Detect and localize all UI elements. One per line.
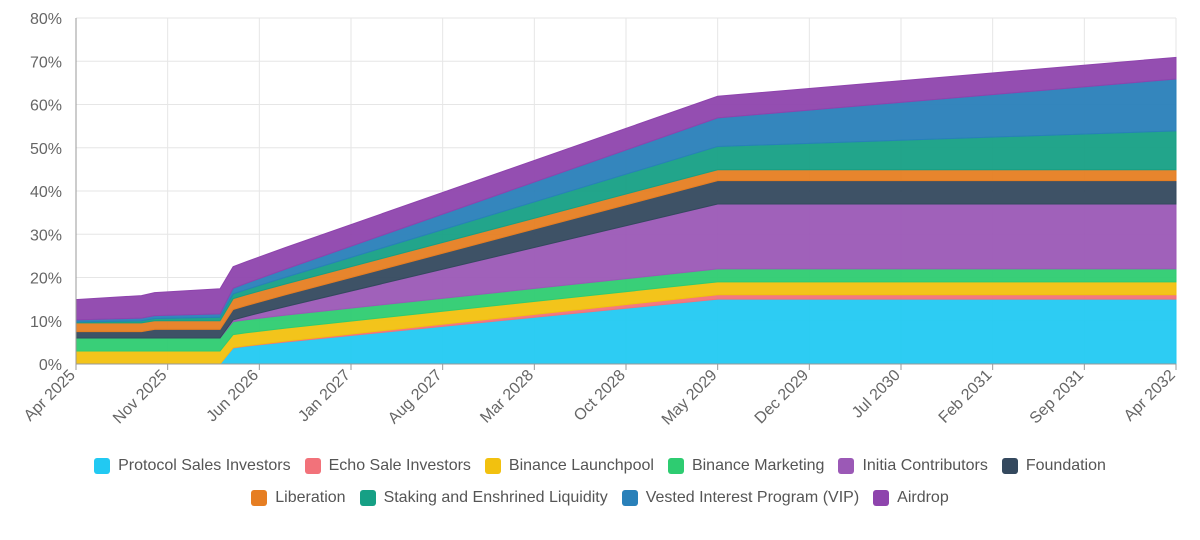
- y-tick-label: 50%: [30, 141, 62, 158]
- legend-item-echo-sale-investors[interactable]: Echo Sale Investors: [304, 457, 471, 475]
- x-tick-label: Feb 2031: [936, 367, 996, 427]
- legend-label: Vested Interest Program (VIP): [645, 489, 860, 506]
- legend-item-protocol-sales-investors[interactable]: Protocol Sales Investors: [94, 457, 291, 475]
- legend-item-liberation[interactable]: Liberation: [251, 489, 346, 507]
- legend-row: Liberation Staking and Enshrined Liquidit…: [0, 489, 1200, 507]
- y-tick-label: 20%: [30, 271, 62, 288]
- legend-swatch: [1001, 458, 1018, 474]
- y-tick-label: 0%: [39, 357, 62, 374]
- y-tick-label: 30%: [30, 227, 62, 244]
- legend-item-vested-interest-program-vip[interactable]: Vested Interest Program (VIP): [621, 489, 860, 507]
- legend-label: Airdrop: [897, 489, 949, 506]
- area-airdrop[interactable]: [75, 56, 1177, 321]
- y-tick-label: 60%: [30, 98, 62, 115]
- legend-swatch: [667, 458, 684, 474]
- legend-label: Protocol Sales Investors: [118, 457, 291, 474]
- legend-row: Protocol Sales Investors Echo Sale Invest…: [0, 457, 1200, 475]
- x-tick-label: Aug 2027: [385, 367, 446, 428]
- x-tick-label: Jan 2027: [295, 367, 354, 426]
- x-tick-label: Jun 2026: [204, 367, 263, 426]
- y-tick-label: 40%: [30, 184, 62, 201]
- legend-swatch: [484, 458, 501, 474]
- x-tick-label: Apr 2025: [21, 367, 79, 425]
- legend-swatch: [838, 458, 855, 474]
- legend-label: Binance Launchpool: [508, 457, 654, 474]
- y-tick-label: 10%: [30, 314, 62, 331]
- legend-label: Staking and Enshrined Liquidity: [383, 489, 608, 506]
- x-tick-label: May 2029: [659, 367, 721, 429]
- legend-label: Echo Sale Investors: [328, 457, 471, 474]
- stacked-area-chart: 0% 10% 20% 30% 40% 50% 60% 70% 80% Apr 2025 Nov 20…: [21, 11, 1179, 429]
- legend-swatch: [873, 490, 890, 506]
- legend-item-staking-and-enshrined-liquidity[interactable]: Staking and Enshrined Liquidity: [359, 489, 608, 507]
- x-tick-label: Nov 2025: [110, 367, 171, 428]
- legend-swatch: [304, 458, 321, 474]
- legend-label: Foundation: [1025, 457, 1106, 474]
- legend-item-foundation[interactable]: Foundation: [1001, 457, 1106, 475]
- legend-swatch: [251, 490, 268, 506]
- legend-item-initia-contributors[interactable]: Initia Contributors: [838, 457, 988, 475]
- x-tick-label: Oct 2028: [571, 367, 629, 425]
- x-tick-label: Dec 2029: [752, 367, 813, 428]
- legend-label: Initia Contributors: [862, 457, 988, 474]
- x-tick-label: Apr 2032: [1121, 367, 1179, 425]
- x-tick-label: Jul 2030: [849, 367, 904, 422]
- x-tick-label: Mar 2028: [477, 367, 537, 427]
- legend-swatch: [94, 458, 111, 474]
- legend-label: Liberation: [275, 489, 346, 506]
- legend-item-binance-marketing[interactable]: Binance Marketing: [667, 457, 825, 475]
- y-tick-label: 70%: [30, 54, 62, 71]
- y-tick-label: 80%: [30, 11, 62, 28]
- legend-item-binance-launchpool[interactable]: Binance Launchpool: [484, 457, 654, 475]
- legend-swatch: [621, 490, 638, 506]
- legend-item-airdrop[interactable]: Airdrop: [873, 489, 949, 507]
- legend-label: Binance Marketing: [691, 457, 825, 474]
- legend-swatch: [359, 490, 376, 506]
- x-tick-label: Sep 2031: [1027, 367, 1088, 428]
- areas: [75, 56, 1177, 365]
